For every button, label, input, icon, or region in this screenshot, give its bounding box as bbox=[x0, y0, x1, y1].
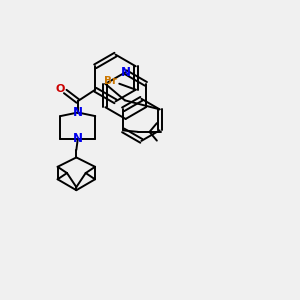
Text: N: N bbox=[121, 66, 131, 79]
Text: N: N bbox=[73, 132, 83, 145]
Text: N: N bbox=[73, 106, 83, 119]
Text: Br: Br bbox=[104, 76, 117, 86]
Text: O: O bbox=[56, 84, 65, 94]
